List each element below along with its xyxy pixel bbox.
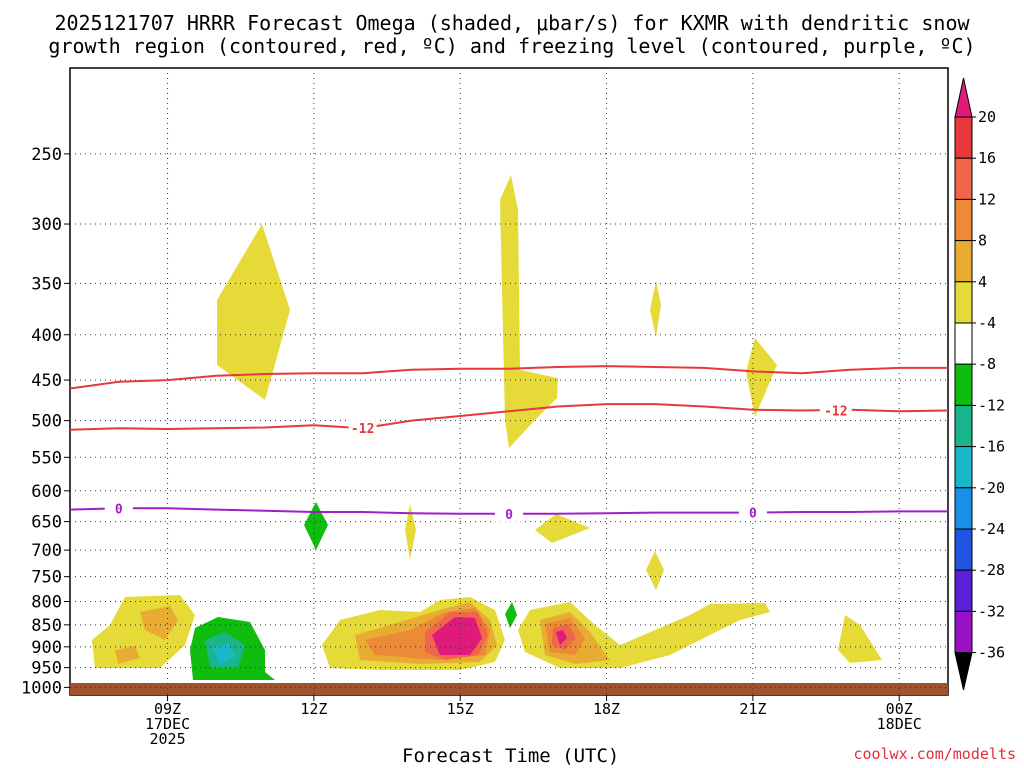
credit-text: coolwx.com/modelts [853, 745, 1016, 763]
y-tick-label: 300 [31, 215, 62, 235]
x-tick-label: 09Z [154, 700, 181, 718]
y-axis: 2503003504004505005506006507007508008509… [21, 145, 70, 698]
omega-cell [838, 615, 882, 663]
colorbar-label: -12 [978, 396, 1005, 414]
contour-label: -12 [824, 404, 847, 419]
omega-cell [432, 617, 482, 655]
colorbar-label: -28 [978, 561, 1005, 579]
contour-line [69, 365, 948, 390]
y-tick-label: 250 [31, 145, 62, 165]
y-tick-label: 450 [31, 371, 62, 391]
colorbar-label: -36 [978, 644, 1005, 662]
colorbar-box [954, 322, 973, 365]
contour-lines: -12 0 0 0 -12 [69, 365, 949, 523]
x-tick-label: 00Z [886, 700, 913, 718]
colorbar-label: -32 [978, 602, 1005, 620]
y-tick-label: 650 [31, 513, 62, 533]
omega-cell [535, 514, 590, 543]
chart-title-line1: 2025121707 HRRR Forecast Omega (shaded, … [54, 11, 970, 35]
omega-cell [140, 606, 178, 640]
colorbar-box [954, 569, 973, 612]
omega-cell [646, 551, 664, 590]
y-tick-label: 350 [31, 274, 62, 294]
contour-label-bg [495, 505, 523, 522]
colorbar-label: 4 [978, 273, 987, 291]
contour-label: 0 [505, 508, 513, 523]
y-tick-label: 1000 [21, 678, 62, 698]
y-tick-label: 850 [31, 616, 62, 636]
x-tick-label: 12Z [300, 700, 327, 718]
colorbar: 20 16 12 8 4 -4 -8 -12 -16 -20 -24 -28 -32 -36 [954, 77, 1005, 691]
omega-cell [217, 224, 290, 400]
x-tick-label: 21Z [739, 700, 766, 718]
omega-cell [746, 338, 777, 417]
colorbar-box [954, 610, 973, 654]
colorbar-box [954, 157, 973, 200]
x-tick-label: 15Z [447, 700, 474, 718]
omega-cell [405, 504, 416, 560]
colorbar-label: 20 [978, 108, 996, 126]
contour-label-bg [104, 500, 133, 517]
x-axis-title: Forecast Time (UTC) [402, 745, 620, 767]
y-tick-label: 800 [31, 593, 62, 613]
omega-cell [505, 602, 517, 628]
colorbar-label: -8 [978, 355, 996, 373]
y-tick-label: 400 [31, 326, 62, 346]
y-tick-label: 550 [31, 448, 62, 468]
contour-label: 0 [749, 507, 757, 522]
colorbar-label: -20 [978, 479, 1005, 497]
contour-label-bg [348, 420, 377, 437]
omega-cell [304, 502, 328, 550]
colorbar-box [954, 281, 973, 324]
colorbar-label: -24 [978, 520, 1005, 538]
y-tick-label: 600 [31, 482, 62, 502]
x-tick-label: 2025 [149, 730, 185, 748]
colorbar-label: 16 [978, 149, 996, 167]
colorbar-box [954, 116, 973, 159]
chart-title-line2: growth region (contoured, red, ºC) and f… [48, 34, 976, 58]
x-tick-label: 17DEC [145, 715, 190, 733]
y-tick-label: 500 [31, 412, 62, 432]
omega-cell [556, 630, 567, 645]
omega-shading [92, 175, 882, 680]
contour-line [69, 403, 949, 431]
y-tick-label: 950 [31, 659, 62, 679]
colorbar-box [954, 198, 973, 242]
colorbar-box [954, 404, 973, 448]
colorbar-box [954, 528, 973, 571]
colorbar-top-arrow [954, 77, 973, 118]
contour-label-bg [738, 504, 767, 521]
x-tick-label: 18Z [593, 700, 620, 718]
colorbar-box [954, 446, 973, 489]
omega-cell [500, 175, 558, 448]
y-tick-label: 750 [31, 568, 62, 588]
omega-cell [115, 646, 140, 664]
x-tick-label: 18DEC [877, 715, 922, 733]
colorbar-label: -4 [978, 314, 996, 332]
contour-label-bg [819, 402, 852, 419]
ground-strip [70, 683, 948, 695]
colorbar-box [954, 487, 973, 530]
y-tick-label: 900 [31, 638, 62, 658]
y-tick-label: 700 [31, 541, 62, 561]
colorbar-label: -16 [978, 438, 1005, 456]
omega-cell [212, 643, 236, 665]
contour-label: 0 [115, 502, 123, 517]
colorbar-box [954, 363, 973, 406]
colorbar-box [954, 240, 973, 283]
colorbar-label: 12 [978, 190, 996, 208]
contour-label: -12 [351, 422, 374, 437]
omega-cell [650, 281, 661, 337]
colorbar-bottom-arrow [954, 652, 973, 691]
colorbar-label: 8 [978, 232, 987, 250]
